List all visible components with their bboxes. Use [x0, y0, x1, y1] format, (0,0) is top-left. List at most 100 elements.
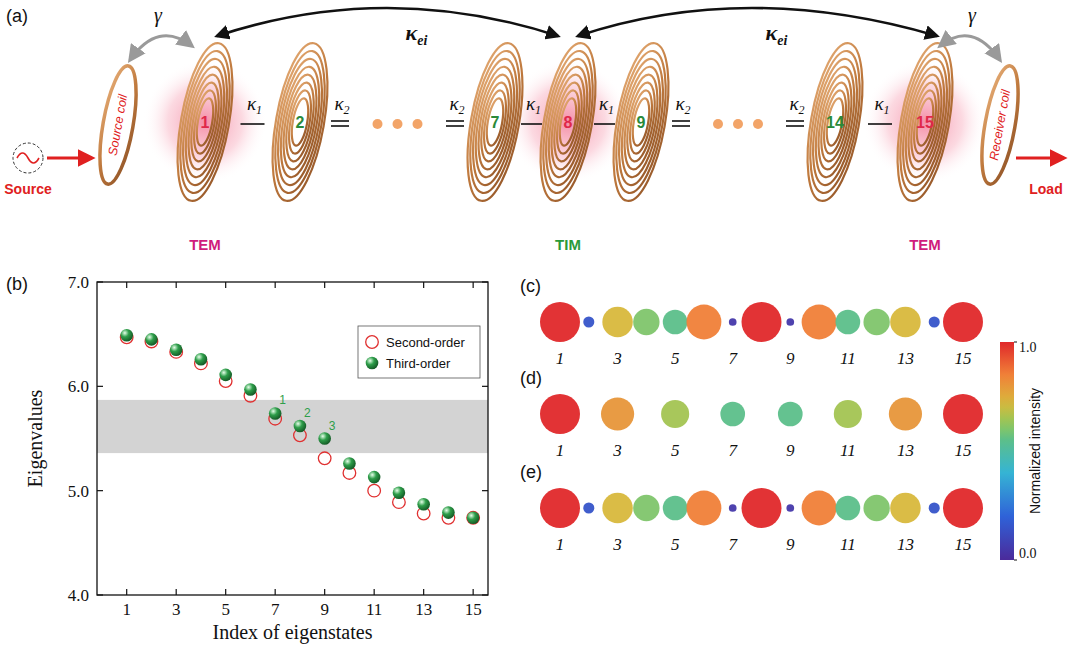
site-intensity	[943, 394, 983, 434]
site-intensity	[540, 302, 580, 342]
coil-turn	[914, 97, 937, 147]
x-tick	[176, 589, 177, 595]
site-intensity	[663, 496, 688, 521]
coil-turn	[618, 72, 663, 172]
coil-label: 15	[916, 114, 934, 131]
mode-label: TEM	[909, 236, 941, 253]
coil-turn	[603, 39, 678, 205]
coupling-line	[241, 123, 265, 125]
coil-turn	[797, 39, 872, 205]
coil-turn	[266, 47, 334, 196]
data-point	[195, 353, 208, 366]
y-tick-label: 5.0	[68, 482, 89, 501]
coil-turn	[611, 56, 671, 189]
site-intensity	[540, 394, 580, 434]
legend-label: Second-order	[386, 335, 465, 350]
colorbar-title: Normalized intensity	[1027, 388, 1043, 514]
coil-turn	[469, 64, 522, 180]
x-tick	[374, 282, 375, 288]
plot-frame	[97, 282, 488, 595]
coil-label: 1	[201, 114, 210, 131]
coil-label: 8	[564, 114, 573, 131]
coupling-sub: ei	[777, 33, 787, 48]
coupling-line	[446, 125, 464, 127]
data-point	[318, 452, 331, 465]
coil-turn	[809, 64, 862, 180]
coupling-line	[868, 123, 892, 125]
coil	[167, 39, 242, 205]
coil-turn	[630, 97, 653, 147]
data-point	[244, 383, 257, 396]
coil-glow	[506, 60, 630, 184]
site-label: 3	[612, 349, 622, 368]
site-intensity	[583, 502, 594, 513]
x-tick-label: 5	[221, 600, 230, 619]
site-intensity	[602, 493, 632, 523]
data-point	[269, 407, 282, 420]
data-point	[170, 344, 183, 357]
colorbar-tick-label: 0.0	[1019, 546, 1037, 561]
legend-marker	[366, 357, 379, 370]
x-tick	[324, 282, 325, 288]
coil-turn	[281, 81, 319, 164]
coil-turn	[480, 89, 510, 155]
site-intensity	[742, 302, 782, 342]
coil-label: 7	[491, 114, 500, 131]
load-arrow	[1016, 157, 1064, 160]
x-tick-label: 11	[366, 600, 382, 619]
gamma-label: γ	[154, 4, 163, 27]
data-point	[417, 498, 430, 511]
coil-turn	[906, 81, 944, 164]
coupling-label: κ1	[599, 93, 614, 117]
coil	[530, 39, 605, 205]
data-point	[393, 486, 406, 499]
x-tick-label: 13	[415, 600, 432, 619]
panel-b: (b)4.05.06.07.013579111315Index of eigen…	[6, 273, 488, 644]
coil-turn	[812, 72, 857, 172]
coil-turn	[557, 97, 580, 147]
coil	[797, 39, 872, 205]
legend-marker	[366, 336, 379, 349]
source-label: Source	[4, 181, 52, 197]
site-intensity	[929, 502, 940, 513]
coupling-line	[786, 120, 804, 122]
coupling-sub: 2	[344, 103, 350, 117]
data-point	[318, 432, 331, 445]
coil-glow	[143, 60, 267, 184]
y-tick	[97, 386, 103, 387]
coupling-sub: 1	[884, 103, 890, 117]
site-intensity	[863, 495, 889, 521]
y-tick-label: 7.0	[68, 273, 89, 292]
panel-letter: (d)	[520, 368, 542, 388]
site-intensity	[802, 491, 837, 526]
y-tick	[482, 386, 488, 387]
coil-turn	[553, 89, 583, 155]
loop-coil-label: Source coil	[106, 92, 131, 157]
site-intensity	[633, 495, 659, 521]
annotation: 1	[279, 393, 286, 407]
coil-turn	[262, 39, 337, 205]
data-point	[145, 333, 158, 346]
panel-letter: (e)	[520, 462, 542, 482]
site-intensity	[863, 309, 889, 335]
long-coupling-arc	[217, 8, 558, 36]
coil-turn	[801, 47, 869, 196]
coil-turn	[277, 72, 322, 172]
site-label: 5	[671, 349, 680, 368]
site-intensity	[602, 307, 632, 337]
site-intensity	[601, 397, 634, 430]
coil-turn	[887, 39, 962, 205]
x-tick	[225, 282, 226, 288]
long-coupling-label: κei	[766, 20, 788, 48]
site-label: 15	[955, 535, 972, 554]
loop-coil	[93, 63, 143, 186]
coil-turn	[622, 81, 660, 164]
site-intensity	[802, 305, 837, 340]
coupling-label: κ1	[247, 93, 262, 117]
band	[97, 400, 488, 453]
gamma-arc	[130, 36, 192, 60]
data-point	[467, 511, 480, 524]
colorbar	[1000, 342, 1014, 560]
coil-turn	[805, 56, 865, 189]
site-intensity	[786, 504, 794, 512]
